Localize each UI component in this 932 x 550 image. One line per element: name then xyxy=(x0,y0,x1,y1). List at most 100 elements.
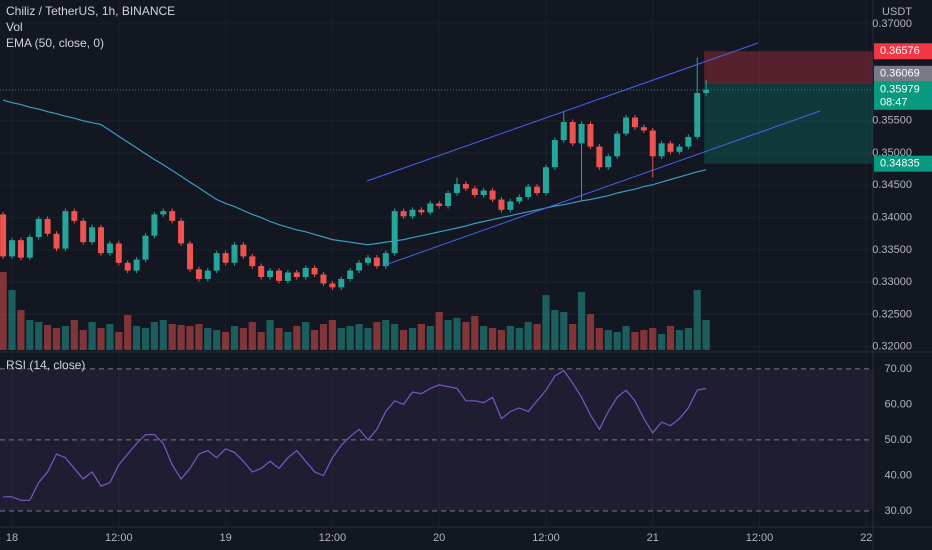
candle-body xyxy=(605,156,612,168)
candle-body xyxy=(676,146,683,152)
price-label: 0.34835 xyxy=(880,158,920,170)
volume-bar xyxy=(168,324,176,350)
price-label-box xyxy=(874,81,932,110)
volume-bar xyxy=(257,332,265,350)
candle-body xyxy=(525,186,532,197)
y-tick-label: 0.35500 xyxy=(872,115,912,127)
candle-body xyxy=(703,89,710,93)
candle-body xyxy=(498,199,505,210)
y-tick-label: 0.32000 xyxy=(872,341,912,353)
candle-body xyxy=(26,236,33,258)
candle-body xyxy=(694,92,701,137)
volume-bar xyxy=(230,326,239,350)
candle-body xyxy=(391,211,398,254)
volume-bar xyxy=(666,326,675,350)
volume-bar xyxy=(533,324,541,350)
candle-body xyxy=(222,253,229,263)
x-tick-label: 12:00 xyxy=(532,532,560,544)
volume-bar xyxy=(293,326,301,350)
volume-bar xyxy=(453,318,461,350)
volume-bar xyxy=(35,322,43,350)
candle-body xyxy=(356,262,363,271)
candle-body xyxy=(436,203,443,206)
volume-bar xyxy=(640,330,648,350)
price-label-box xyxy=(874,65,932,82)
volume-bar xyxy=(684,328,692,350)
candle-body xyxy=(275,270,282,281)
candle-body xyxy=(560,122,567,141)
volume-bar xyxy=(106,324,114,350)
y-tick-label: 0.32500 xyxy=(872,308,912,320)
candle-body xyxy=(151,214,158,236)
candle-body xyxy=(106,243,113,254)
volume-bar xyxy=(391,324,399,350)
candle-body xyxy=(667,143,674,152)
volume-bar xyxy=(266,320,274,350)
volume-bar xyxy=(613,332,621,350)
candle-body xyxy=(373,257,380,267)
candle-body xyxy=(445,193,452,206)
x-tick-label: 19 xyxy=(219,532,231,544)
candle-body xyxy=(685,136,692,147)
price-label: 0.36576 xyxy=(880,45,920,57)
candle-body xyxy=(507,201,514,210)
volume-bar xyxy=(480,326,488,350)
main-layer xyxy=(0,51,873,350)
volume-bar xyxy=(213,330,221,350)
candle-body xyxy=(213,253,220,271)
rsi-tick-label: 70.00 xyxy=(884,363,912,375)
volume-bar xyxy=(302,322,310,350)
axis-labels: 18 12:00 19 12:00 20 12:00 21 12:00 22 0.32000 0.3… xyxy=(6,18,932,544)
x-tick-label: 20 xyxy=(433,532,445,544)
volume-bar xyxy=(569,324,577,350)
volume-bar xyxy=(631,332,639,350)
candle-body xyxy=(169,211,176,221)
candle-body xyxy=(160,211,167,215)
price-label: 0.35979 xyxy=(880,84,920,96)
volume-bar xyxy=(79,330,87,350)
volume-bar xyxy=(52,328,61,350)
candle-body xyxy=(0,214,7,257)
candle-body xyxy=(9,240,16,257)
candle-body xyxy=(471,188,478,196)
volume-bar xyxy=(61,326,70,350)
volume-bar xyxy=(310,330,319,350)
candle-body xyxy=(649,130,656,157)
front-layer xyxy=(3,369,707,501)
candle-body xyxy=(427,203,434,213)
volume-bar xyxy=(426,326,434,350)
candle-body xyxy=(267,270,274,278)
candle-body xyxy=(614,133,621,157)
currency-label: USDT xyxy=(882,6,912,18)
candle-body xyxy=(320,274,327,284)
candle-body xyxy=(542,167,549,194)
volume-bar xyxy=(141,328,150,350)
candle-body xyxy=(71,211,78,221)
candle-body xyxy=(311,267,318,275)
channel-line xyxy=(384,110,821,266)
volume-bar xyxy=(8,290,16,350)
volume-bar xyxy=(649,328,657,350)
volume-bar xyxy=(88,322,96,350)
candle-body xyxy=(418,209,425,213)
rsi-tick-label: 60.00 xyxy=(884,398,912,410)
candle-body xyxy=(623,117,630,134)
candle-body xyxy=(204,270,211,279)
x-tick-label: 18 xyxy=(6,532,18,544)
volume-bar xyxy=(462,322,470,350)
candle-body xyxy=(284,272,291,281)
rsi-tick-label: 50.00 xyxy=(884,434,912,446)
candle-body xyxy=(534,186,541,194)
volume-bar xyxy=(97,328,105,350)
candle-body xyxy=(258,266,265,278)
volume-bar xyxy=(577,292,586,350)
volume-bar xyxy=(702,320,710,350)
candle-body xyxy=(400,211,407,217)
candle-body xyxy=(551,140,558,168)
volume-bar xyxy=(408,328,417,350)
volume-bar xyxy=(319,324,328,350)
volume-bar xyxy=(382,320,390,350)
